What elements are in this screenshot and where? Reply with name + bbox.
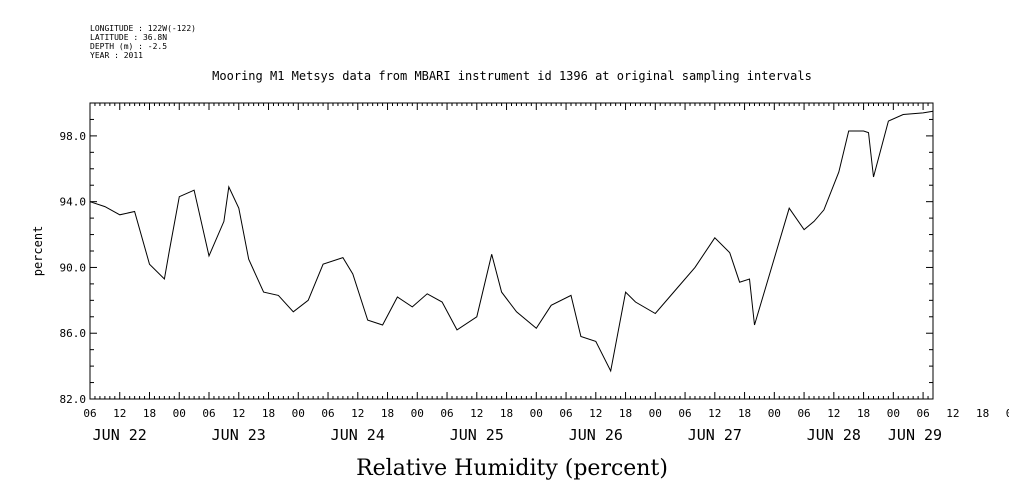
x-hour-label: 06 (559, 407, 572, 420)
x-hour-label: 12 (827, 407, 840, 420)
x-hour-label: 18 (738, 407, 751, 420)
x-hour-label: 06 (678, 407, 691, 420)
x-hour-label: 06 (321, 407, 334, 420)
x-hour-label: 18 (381, 407, 394, 420)
x-hour-label: 12 (589, 407, 602, 420)
x-hour-label: 06 (440, 407, 453, 420)
x-hour-label: 12 (708, 407, 721, 420)
longitude-label: LONGITUDE : 122W(-122) (90, 24, 196, 33)
x-hour-label: 00 (411, 407, 424, 420)
x-hour-label: 18 (619, 407, 632, 420)
y-axis: 82.0 86.0 90.0 94.0 98.0 (60, 102, 933, 406)
y-tick-label: 90.0 (60, 261, 87, 274)
x-hour-label: 06 (916, 407, 929, 420)
plot-frame (89, 102, 934, 400)
x-hour-label: 06 (202, 407, 215, 420)
x-hour-label: 00 (1006, 407, 1009, 420)
year-label: YEAR : 2011 (90, 51, 143, 60)
x-hour-label: 00 (173, 407, 186, 420)
y-tick-label: 94.0 (60, 196, 87, 209)
x-hour-label: 00 (887, 407, 900, 420)
x-hour-label: 12 (946, 407, 959, 420)
y-tick-label: 98.0 (60, 130, 87, 143)
x-hour-label: 18 (500, 407, 513, 420)
x-axis: 06 12 18 00 06 12 18 00 06 12 18 00 06 12 18 00 06 12 18 00… (83, 103, 1009, 444)
x-hour-label: 18 (976, 407, 989, 420)
series-group (89, 110, 934, 373)
x-hour-label: 06 (797, 407, 810, 420)
y-axis-label: percent (31, 226, 45, 277)
x-hour-label: 12 (113, 407, 126, 420)
x-hour-label: 12 (470, 407, 483, 420)
latitude-label: LATITUDE : 36.8N (90, 33, 167, 42)
x-day-label: JUN 28 (807, 426, 861, 444)
chart-title: Mooring M1 Metsys data from MBARI instru… (212, 69, 812, 83)
x-day-label: JUN 29 (888, 426, 942, 444)
x-hour-label: 12 (351, 407, 364, 420)
x-hour-label: 00 (768, 407, 781, 420)
x-hour-label: 06 (83, 407, 96, 420)
x-hour-label: 00 (530, 407, 543, 420)
x-hour-label: 00 (292, 407, 305, 420)
depth-label: DEPTH (m) : -2.5 (90, 42, 167, 51)
x-hour-label: 00 (649, 407, 662, 420)
x-hour-label: 12 (232, 407, 245, 420)
x-day-label: JUN 25 (450, 426, 504, 444)
x-day-label: JUN 27 (688, 426, 742, 444)
x-hour-label: 18 (857, 407, 870, 420)
x-axis-label: Relative Humidity (percent) (356, 456, 668, 481)
x-day-label: JUN 26 (569, 426, 623, 444)
y-tick-label: 86.0 (60, 327, 87, 340)
x-hour-label: 18 (262, 407, 275, 420)
x-day-label: JUN 24 (331, 426, 385, 444)
x-hour-label: 18 (143, 407, 156, 420)
y-tick-label: 82.0 (60, 393, 87, 406)
humidity-series-line (89, 110, 934, 373)
x-day-label: JUN 23 (212, 426, 266, 444)
x-day-label: JUN 22 (93, 426, 147, 444)
